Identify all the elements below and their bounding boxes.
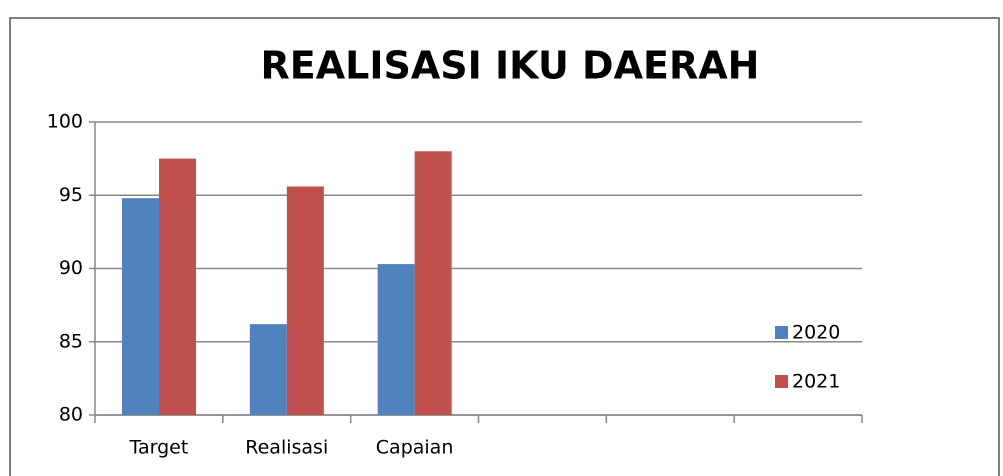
- bar: [377, 264, 415, 415]
- chart-title: REALISASI IKU DAERAH: [261, 44, 760, 88]
- y-tick-label: 85: [59, 330, 83, 352]
- bar: [414, 151, 452, 416]
- y-tick-label: 100: [47, 111, 83, 133]
- bar: [249, 324, 287, 415]
- legend-swatch: [775, 375, 788, 388]
- y-tick-label: 90: [59, 257, 83, 279]
- x-tick-label: Target: [129, 437, 189, 459]
- x-tick-label: Capaian: [376, 437, 454, 459]
- legend-label: 2021: [792, 371, 840, 393]
- bar: [286, 186, 324, 415]
- bar: [159, 158, 196, 415]
- y-tick-label: 95: [59, 184, 83, 206]
- y-tick-label: 80: [59, 404, 83, 426]
- bar: [122, 198, 159, 415]
- legend-label: 2020: [792, 322, 840, 344]
- x-tick-label: Realisasi: [245, 437, 328, 459]
- legend-swatch: [775, 326, 788, 339]
